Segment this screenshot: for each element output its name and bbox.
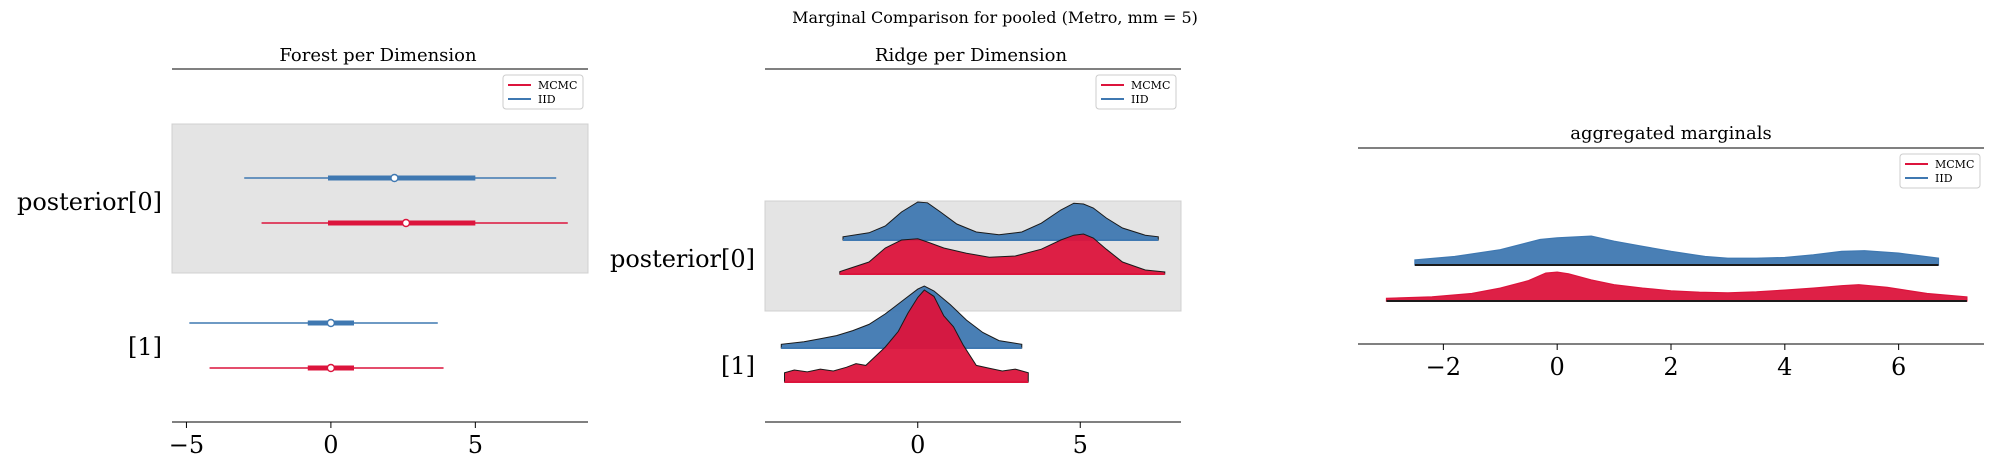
- legend-label-mcmc: MCMC: [1935, 158, 1974, 171]
- point-estimate-mcmc: [401, 218, 411, 228]
- legend-label-mcmc: MCMC: [1131, 79, 1170, 92]
- legend-label-iid: IID: [1935, 172, 1953, 185]
- x-tick-label: 0: [910, 431, 925, 459]
- forest-title: Forest per Dimension: [279, 45, 477, 66]
- x-tick-label: 5: [1073, 431, 1088, 459]
- y-tick-label: [1]: [721, 352, 755, 380]
- x-tick-label: 0: [1550, 353, 1565, 381]
- forest-panel: Forest per Dimension posterior[0] [1] −5 0 5…: [17, 45, 589, 459]
- point-estimate-iid: [390, 173, 399, 183]
- aggregated-density-mcmc: [1385, 271, 1968, 302]
- y-tick-label: [1]: [128, 333, 162, 361]
- point-estimate-mcmc: [326, 363, 336, 373]
- ridge-density-iid: [780, 285, 1023, 349]
- x-tick-label: 5: [468, 431, 483, 459]
- y-tick-label: posterior[0]: [610, 245, 755, 273]
- ridge-title: Ridge per Dimension: [875, 45, 1068, 66]
- row-shade: [171, 123, 589, 274]
- ridge-panel: Ridge per Dimension posterior[0] [1] 0 5 MCM…: [610, 45, 1182, 459]
- y-tick-label: posterior[0]: [17, 188, 162, 216]
- ridge-density-mcmc: [839, 233, 1166, 275]
- legend-label-iid: IID: [538, 93, 556, 106]
- x-tick-label: −2: [1426, 353, 1461, 381]
- x-tick-label: 4: [1777, 353, 1792, 381]
- x-tick-label: −5: [169, 431, 204, 459]
- legend-box: [1095, 74, 1177, 110]
- legend-label-iid: IID: [1131, 93, 1149, 106]
- x-tick-label: 2: [1663, 353, 1678, 381]
- legend-label-mcmc: MCMC: [538, 79, 577, 92]
- ridge-density-iid: [842, 201, 1159, 241]
- aggregated-title: aggregated marginals: [1570, 123, 1771, 144]
- legend-box: [1899, 153, 1981, 189]
- figure-suptitle: Marginal Comparison for pooled (Metro, m…: [792, 8, 1198, 27]
- aggregated-density-iid: [1414, 235, 1940, 266]
- ridge-density-mcmc: [784, 289, 1029, 383]
- x-tick-label: 6: [1891, 353, 1906, 381]
- x-tick-label: 0: [323, 431, 338, 459]
- point-estimate-iid: [326, 318, 336, 328]
- legend-box: [502, 74, 584, 110]
